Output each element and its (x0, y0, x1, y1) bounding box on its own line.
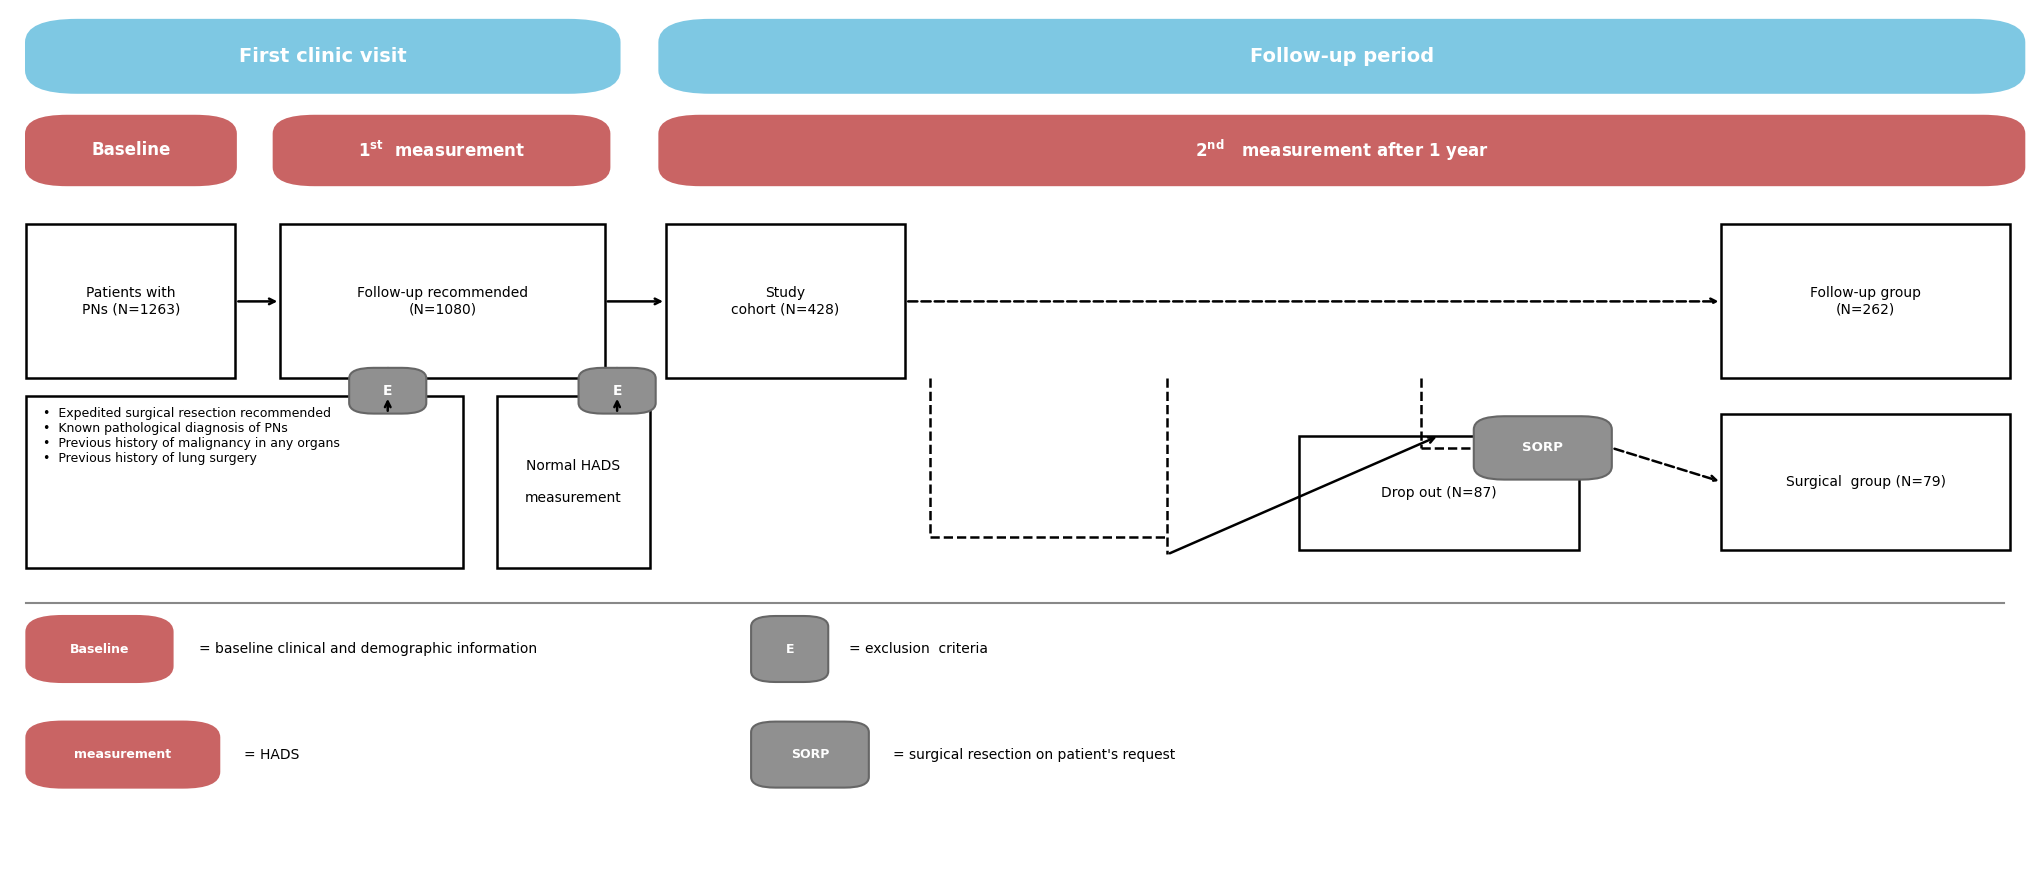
Bar (497, 396, 650, 568)
Text: Normal HADS

measurement: Normal HADS measurement (526, 458, 621, 505)
Bar (1721, 224, 2010, 378)
Text: SORP: SORP (792, 748, 828, 761)
FancyBboxPatch shape (26, 722, 219, 788)
Text: E: E (786, 642, 794, 656)
Text: Study
cohort (N=428): Study cohort (N=428) (731, 286, 840, 317)
Bar (26, 396, 463, 568)
FancyBboxPatch shape (26, 116, 235, 185)
Text: Patients with
PNs (N=1263): Patients with PNs (N=1263) (81, 286, 181, 317)
FancyBboxPatch shape (660, 20, 2024, 92)
FancyBboxPatch shape (1474, 416, 1612, 480)
Text: measurement: measurement (75, 748, 171, 761)
Text: SORP: SORP (1522, 442, 1563, 454)
Text: = surgical resection on patient's request: = surgical resection on patient's reques… (893, 748, 1175, 761)
Text: Follow-up recommended
(N=1080): Follow-up recommended (N=1080) (357, 286, 528, 317)
Bar (26, 224, 235, 378)
FancyBboxPatch shape (349, 368, 426, 414)
FancyBboxPatch shape (660, 116, 2024, 185)
Text: E: E (384, 384, 392, 398)
Text: Drop out (N=87): Drop out (N=87) (1382, 486, 1496, 500)
Text: $\mathbf{2^{nd}}$   measurement after 1 year: $\mathbf{2^{nd}}$ measurement after 1 ye… (1196, 138, 1488, 163)
FancyBboxPatch shape (579, 368, 656, 414)
Text: •  Expedited surgical resection recommended
•  Known pathological diagnosis of P: • Expedited surgical resection recommend… (43, 407, 339, 465)
Bar (1299, 436, 1579, 550)
Bar (280, 224, 605, 378)
Text: First clinic visit: First clinic visit (240, 47, 406, 66)
FancyBboxPatch shape (751, 722, 869, 788)
Bar (1721, 414, 2010, 550)
Bar (666, 224, 905, 378)
Text: = baseline clinical and demographic information: = baseline clinical and demographic info… (199, 642, 538, 656)
FancyBboxPatch shape (26, 20, 619, 92)
Text: Surgical  group (N=79): Surgical group (N=79) (1786, 475, 1945, 488)
FancyBboxPatch shape (274, 116, 609, 185)
FancyBboxPatch shape (751, 616, 828, 682)
Text: E: E (613, 384, 621, 398)
Text: Follow-up group
(N=262): Follow-up group (N=262) (1811, 286, 1920, 317)
Text: Baseline: Baseline (91, 142, 171, 159)
Text: $\mathbf{1^{st}}$  measurement: $\mathbf{1^{st}}$ measurement (357, 141, 526, 160)
Text: Follow-up period: Follow-up period (1250, 47, 1433, 66)
Text: Baseline: Baseline (69, 642, 130, 656)
Text: = exclusion  criteria: = exclusion criteria (849, 642, 987, 656)
Text: = HADS: = HADS (244, 748, 298, 761)
FancyBboxPatch shape (26, 616, 173, 682)
